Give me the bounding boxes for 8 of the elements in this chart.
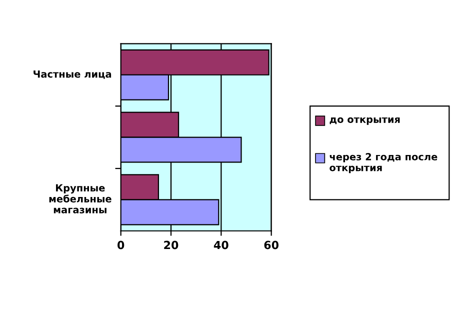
x-tick-label: 40 <box>214 240 228 250</box>
x-tick-label: 60 <box>264 240 279 250</box>
x-tick-label: 20 <box>164 240 178 250</box>
y-tick-label: Частные лица <box>34 70 112 79</box>
legend-label: через 2 года после открытия <box>330 153 438 174</box>
y-tick-label: Крупные мебельные магазины <box>49 184 112 214</box>
x-tick-label: 0 <box>118 240 124 250</box>
legend-label: до открытия <box>330 117 400 125</box>
